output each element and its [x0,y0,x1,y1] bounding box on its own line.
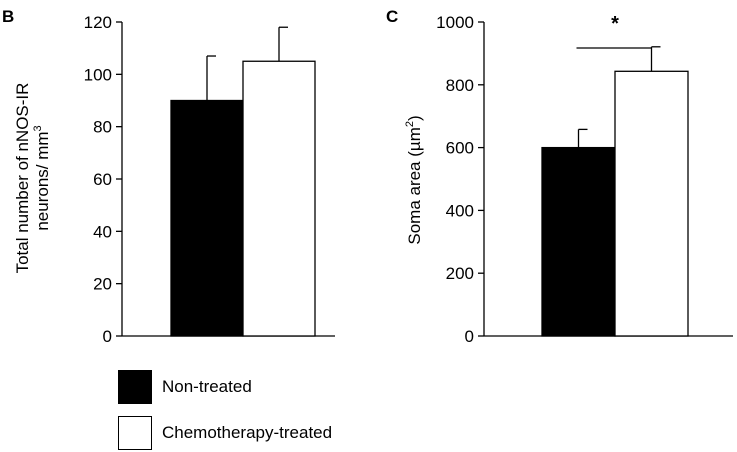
panel-c-bars [541,46,689,337]
y-tick-label: 20 [93,275,112,294]
panel-b-ylabel-line2: neurons/ mm3 [32,125,52,230]
panel-c-significance: * [576,13,652,49]
legend-label: Chemotherapy-treated [162,423,333,442]
bar [541,146,616,337]
panel-c-chart: C Soma area (µm2) 0 200 400 600 800 1000 * [386,7,733,346]
legend-item-chemotherapy-treated: Chemotherapy-treated [118,416,332,450]
y-tick-label: 600 [446,139,474,158]
bar [170,99,244,337]
y-tick-label: 0 [465,327,474,346]
y-tick-label: 80 [93,118,112,137]
legend-swatch-black [118,370,152,404]
y-tick-label: 400 [446,201,474,220]
panel-b-chart: B Total number of nNOS-IR neurons/ mm3 0… [2,7,335,346]
panel-c-ylabel: Soma area (µm2) [404,115,424,244]
y-tick-label: 200 [446,264,474,283]
y-tick-label: 120 [84,13,112,32]
y-tick-label: 60 [93,170,112,189]
legend-item-non-treated: Non-treated [118,370,252,404]
panel-b-bars [170,26,316,337]
panel-b-ylabel: Total number of nNOS-IR [13,83,32,274]
bar [614,70,689,337]
panel-b-label: B [2,7,14,26]
y-tick-label: 800 [446,76,474,95]
panel-b-y-axis: 0 20 40 60 80 100 120 [84,13,335,346]
significance-marker: * [611,13,619,35]
y-tick-label: 1000 [436,13,474,32]
bar [242,60,316,337]
y-tick-label: 40 [93,222,112,241]
legend-swatch-white [118,416,152,450]
y-tick-label: 0 [103,327,112,346]
y-tick-label: 100 [84,65,112,84]
panel-c-label: C [386,7,398,26]
legend-label: Non-treated [162,377,252,396]
